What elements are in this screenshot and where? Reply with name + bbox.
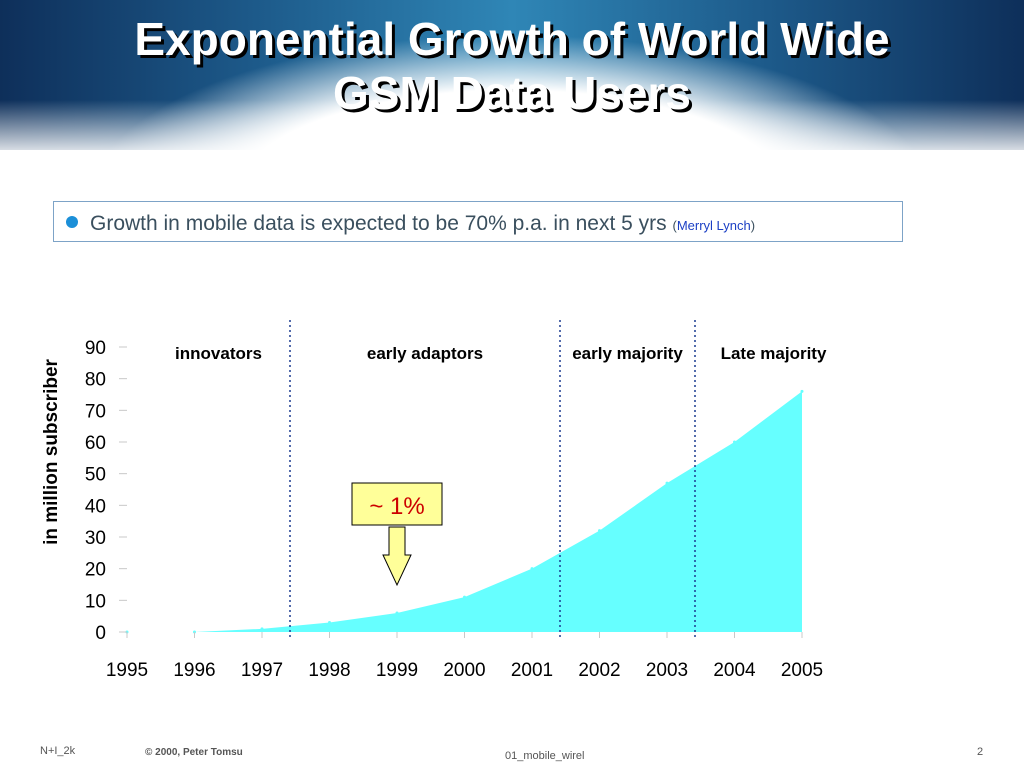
data-point-2005	[800, 389, 804, 393]
bullet-source-close: )	[750, 218, 756, 233]
slide-title-line1: Exponential Growth of World Wide	[134, 13, 890, 65]
callout-arrow-icon	[382, 526, 412, 587]
segment-label-early-adaptors: early adaptors	[367, 344, 483, 363]
x-tick-label-1997: 1997	[241, 660, 283, 681]
x-tick-label-1999: 1999	[376, 660, 418, 681]
x-tick-label-2001: 2001	[511, 660, 553, 681]
callout-label: ~ 1%	[369, 493, 424, 520]
data-point-1998	[328, 621, 331, 624]
data-point-2002	[598, 529, 601, 533]
data-point-2001	[530, 567, 534, 571]
y-tick-label-20: 20	[85, 560, 106, 581]
y-tick-label-30: 30	[85, 528, 106, 549]
footer-left-label: N+I_2k	[40, 745, 76, 757]
bullet-text-line: Growth in mobile data is expected to be …	[90, 212, 755, 236]
bullet-source: (Merryl Lynch)	[673, 218, 756, 233]
y-tick-label-90: 90	[85, 338, 106, 359]
x-tick-label-1998: 1998	[308, 660, 350, 681]
y-tick-label-40: 40	[85, 496, 106, 517]
segment-label-innovators: innovators	[175, 344, 262, 363]
y-tick-label-0: 0	[95, 623, 106, 644]
callout-box	[351, 482, 443, 526]
slide-title: Exponential Growth of World Wide GSM Dat…	[0, 12, 1024, 120]
bullet-dot-icon	[66, 216, 78, 228]
segment-label-late-majority: Late majority	[721, 344, 827, 363]
bullet-source-open: (	[672, 218, 677, 233]
data-point-1997	[260, 627, 264, 631]
bullet-box: Growth in mobile data is expected to be …	[53, 201, 903, 242]
footer-copyright: © 2000, Peter Tomsu	[145, 747, 243, 758]
bullet-source-link[interactable]: Merryl Lynch	[676, 218, 751, 233]
x-tick-label-2004: 2004	[713, 660, 756, 681]
y-tick-label-70: 70	[85, 401, 106, 422]
y-tick-label-80: 80	[85, 370, 106, 391]
x-tick-label-2005: 2005	[781, 660, 823, 681]
data-point-2003	[665, 481, 669, 485]
slide-title-line2: GSM Data Users	[333, 67, 691, 119]
segment-label-early-majority: early majority	[572, 344, 683, 363]
x-tick-label-2003: 2003	[646, 660, 688, 681]
page-number: 2	[977, 746, 984, 758]
x-tick-label-1996: 1996	[173, 660, 215, 681]
footer-filename: 01_mobile_wirel	[505, 750, 585, 762]
data-point-2004	[733, 440, 736, 444]
x-tick-label-1995: 1995	[106, 660, 148, 681]
y-axis-label: in million subscriber	[41, 358, 62, 544]
y-tick-label-10: 10	[85, 591, 106, 612]
bullet-text: Growth in mobile data is expected to be …	[90, 212, 667, 235]
x-tick-label-2002: 2002	[578, 660, 620, 681]
x-tick-label-2000: 2000	[443, 660, 485, 681]
y-tick-label-50: 50	[85, 465, 106, 486]
title-banner-fade	[0, 100, 1024, 160]
y-tick-label-60: 60	[85, 433, 106, 454]
area-series	[127, 391, 802, 632]
data-point-1999	[395, 611, 399, 615]
data-point-2000	[463, 595, 466, 599]
